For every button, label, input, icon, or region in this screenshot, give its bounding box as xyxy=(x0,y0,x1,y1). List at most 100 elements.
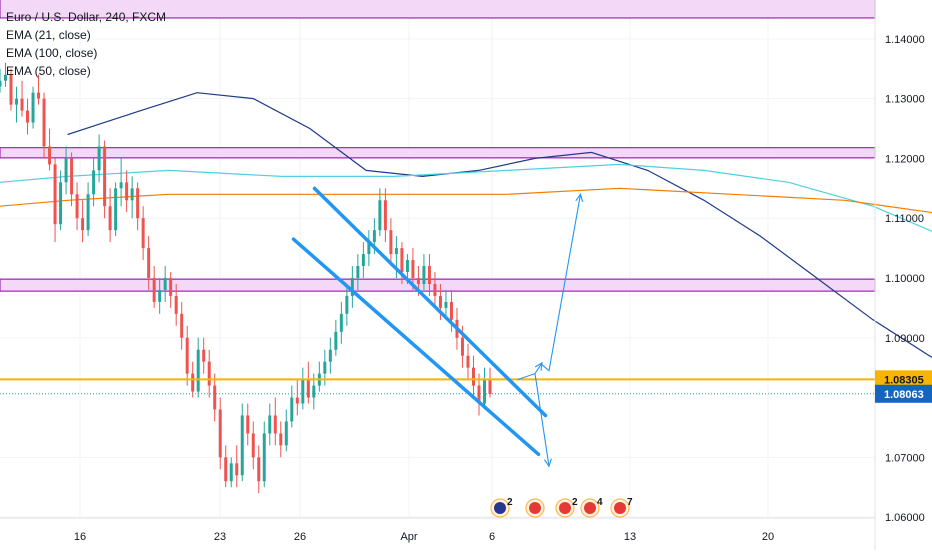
event-icon-inner xyxy=(494,502,506,514)
candle-body xyxy=(70,158,74,195)
symbol-title[interactable]: Euro / U.S. Dollar, 240, FXCM xyxy=(6,10,167,24)
candle-body xyxy=(48,146,52,165)
candle-body xyxy=(334,331,338,350)
event-icon-inner xyxy=(529,502,541,514)
candle-body xyxy=(356,266,360,278)
candle-body xyxy=(136,188,140,219)
candle-body xyxy=(125,182,129,201)
support-price-label: 1.08305 xyxy=(884,374,924,386)
candle-body xyxy=(460,337,464,356)
candle-body xyxy=(378,200,382,231)
candle-body xyxy=(251,433,255,458)
candle-body xyxy=(229,463,233,482)
candle-body xyxy=(218,409,222,458)
candle-body xyxy=(152,277,156,302)
chart-legend: Euro / U.S. Dollar, 240, FXCM EMA (21, c… xyxy=(6,8,166,80)
candle-body xyxy=(59,182,63,225)
candle-body xyxy=(15,98,19,105)
time-axis-tick-label: Apr xyxy=(400,531,417,543)
candle-body xyxy=(394,248,398,255)
price-axis-tick-label: 1.11000 xyxy=(885,213,924,225)
time-axis-tick-label: 23 xyxy=(214,531,226,543)
time-axis-tick-label: 6 xyxy=(489,531,495,543)
candle-body xyxy=(75,194,79,219)
price-axis-tick-label: 1.13000 xyxy=(885,94,925,106)
price-axis-tick-label: 1.07000 xyxy=(885,452,925,464)
candle-body xyxy=(400,248,404,273)
price-axis-tick-label: 1.12000 xyxy=(885,153,925,165)
channel-lower-line[interactable] xyxy=(291,237,541,457)
current-price-label: 1.08063 xyxy=(884,389,924,401)
candle-body xyxy=(361,254,365,267)
current-price-badge xyxy=(875,384,932,403)
candle-body xyxy=(9,74,13,105)
candle-body xyxy=(141,218,145,249)
candle-body xyxy=(163,277,167,290)
candle-body xyxy=(477,385,481,404)
candle-body xyxy=(301,379,305,404)
candle-body xyxy=(350,277,354,296)
candle-body xyxy=(213,385,217,410)
candle-body xyxy=(158,289,162,302)
candle-body xyxy=(207,361,211,386)
candle-body xyxy=(482,379,486,404)
candle-body xyxy=(383,200,387,231)
candle-body xyxy=(323,361,327,374)
price-axis-tick-label: 1.09000 xyxy=(885,333,925,345)
candle-body xyxy=(328,349,332,362)
candle-body xyxy=(433,283,437,296)
candle-body xyxy=(339,313,343,332)
candle-body xyxy=(191,373,195,392)
candle-body xyxy=(31,92,35,123)
event-count-label: 4 xyxy=(597,497,603,508)
time-axis-tick-label: 13 xyxy=(624,531,636,543)
ema-50-label[interactable]: EMA (50, close) xyxy=(6,64,91,78)
candle-body xyxy=(147,248,151,278)
price-axis-tick-label: 1.06000 xyxy=(885,512,925,524)
candle-body xyxy=(119,182,123,189)
candle-body xyxy=(389,230,393,255)
projection-arrow[interactable] xyxy=(541,194,582,372)
candle-body xyxy=(86,194,90,231)
candle-body xyxy=(20,98,24,111)
ema-100-label[interactable]: EMA (100, close) xyxy=(6,46,98,60)
candle-body xyxy=(372,230,376,243)
candle-body xyxy=(295,397,299,404)
candle-body xyxy=(180,313,184,338)
candle-body xyxy=(345,295,349,314)
candle-body xyxy=(246,415,250,434)
resistance-zone[interactable] xyxy=(0,278,876,292)
candle-body xyxy=(103,146,107,207)
candle-body xyxy=(240,415,244,476)
support-price-badge xyxy=(875,370,932,389)
candle-body xyxy=(224,457,228,482)
candle-body xyxy=(449,301,453,320)
event-count-label: 7 xyxy=(627,497,633,508)
candle-body xyxy=(53,164,57,225)
ema-line-ema21 xyxy=(67,92,932,358)
candle-body xyxy=(37,92,41,99)
candle-body xyxy=(262,433,266,482)
candle-body xyxy=(466,355,470,368)
candle-body xyxy=(312,385,316,398)
ema-21-label[interactable]: EMA (21, close) xyxy=(6,28,91,42)
candle-body xyxy=(488,379,492,394)
candle-body xyxy=(202,349,206,362)
channel-upper-line[interactable] xyxy=(312,186,548,418)
event-icon-inner xyxy=(584,502,596,514)
arrowhead-icon xyxy=(534,361,543,371)
candle-body xyxy=(26,110,30,123)
projection-arrow[interactable] xyxy=(534,373,550,467)
candle-body xyxy=(416,277,420,284)
candle-body xyxy=(64,158,68,183)
time-axis-tick-label: 26 xyxy=(294,531,306,543)
price-axis-tick-label: 1.10000 xyxy=(885,273,925,285)
event-count-label: 2 xyxy=(507,497,513,508)
candle-body xyxy=(81,218,85,231)
ema-line-ema50 xyxy=(0,163,932,232)
candle-body xyxy=(114,188,118,231)
candle-body xyxy=(290,397,294,422)
resistance-zone[interactable] xyxy=(0,147,876,159)
